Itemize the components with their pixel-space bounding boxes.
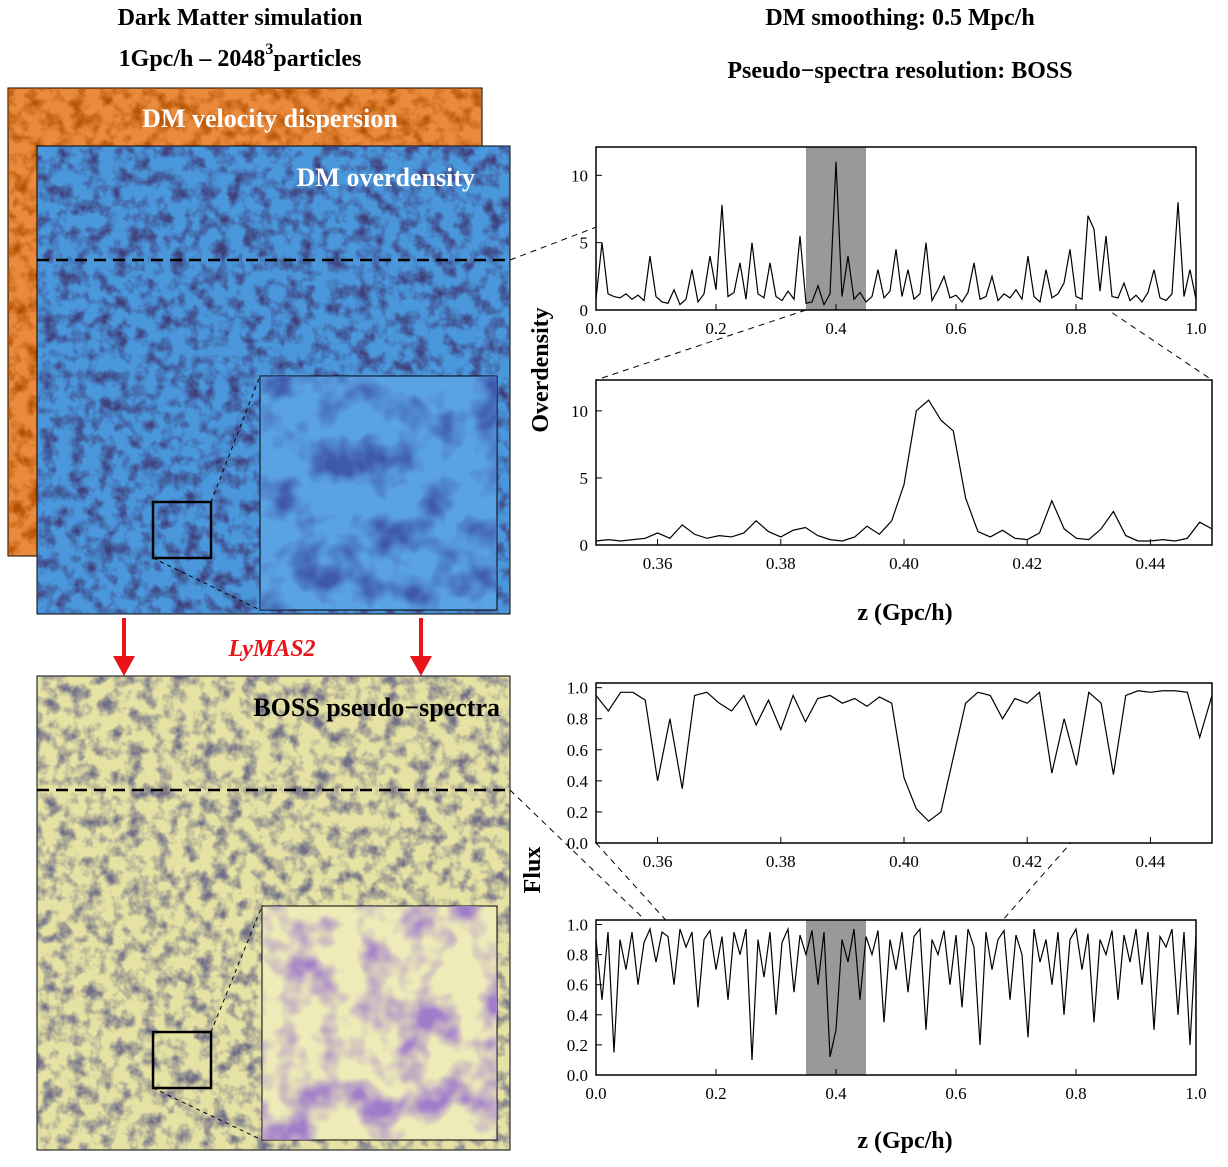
x-tick-label: 1.0 [1185, 319, 1206, 338]
y-tick-label: 0.6 [567, 976, 588, 995]
y-tick-label: 10 [571, 402, 588, 421]
y-tick-label: 0.0 [567, 834, 588, 853]
density-label: DM overdensity [297, 163, 475, 192]
y-tick-label: 0.4 [567, 772, 589, 791]
x-tick-label: 0.4 [825, 319, 847, 338]
plot-area [596, 683, 1212, 843]
y-tick-label: 0 [580, 536, 589, 555]
y-tick-label: 0.8 [567, 710, 588, 729]
y-tick-label: 10 [571, 166, 588, 185]
y-tick-label: 0.4 [567, 1006, 589, 1025]
plot-frame [595, 682, 1213, 844]
x-tick-label: 0.4 [825, 1084, 847, 1103]
velocity-label: DM velocity dispersion [142, 104, 398, 133]
y-tick-label: 1.0 [567, 916, 588, 935]
x-tick-label: 0.0 [585, 1084, 606, 1103]
subtitle-part: 1Gpc/h – 2048 [119, 46, 266, 72]
right-subtitle: Pseudo−spectra resolution: BOSS [727, 58, 1072, 84]
x-tick-label: 0.40 [889, 554, 919, 573]
zoom-connector [152, 557, 261, 611]
x-tick-label: 0.6 [945, 1084, 966, 1103]
x-tick-label: 0.38 [766, 852, 796, 871]
x-tick-label: 0.44 [1136, 554, 1166, 573]
y-tick-label: 0.2 [567, 1036, 588, 1055]
zoom-box [151, 1030, 213, 1090]
x-axis-label: z (Gpc/h) [857, 600, 952, 626]
y-tick-label: 0 [580, 301, 589, 320]
data-line [595, 926, 1197, 1060]
left-subtitle: 1Gpc/h – 20483particles [119, 41, 362, 72]
spectra-inset-texture [262, 906, 497, 1140]
left-title: Dark Matter simulation [118, 5, 363, 31]
x-tick-label: 0.0 [585, 319, 606, 338]
x-tick-label: 0.36 [643, 852, 673, 871]
x-tick-label: 0.40 [889, 852, 919, 871]
y-axis-label: Overdensity [528, 307, 554, 432]
x-tick-label: 0.42 [1012, 852, 1042, 871]
x-tick-label: 0.6 [945, 319, 966, 338]
x-tick-label: 0.38 [766, 554, 796, 573]
plot-area [596, 380, 1212, 545]
arrow-head [410, 656, 432, 676]
plot-frame [595, 919, 1197, 1076]
spectra-label: BOSS pseudo−spectra [253, 693, 500, 722]
y-tick-label: 5 [580, 234, 589, 253]
data-line [595, 399, 1213, 542]
zoom-connector [210, 375, 261, 503]
x-tick-label: 1.0 [1185, 1084, 1206, 1103]
y-axis-label: Flux [520, 847, 546, 894]
zoom-box [151, 500, 213, 560]
plot-frame [595, 379, 1213, 546]
plot-area [596, 147, 1196, 310]
y-tick-label: 0.0 [567, 1066, 588, 1085]
y-tick-label: 0.6 [567, 741, 588, 760]
subtitle-part: particles [273, 46, 361, 72]
x-tick-label: 0.8 [1065, 319, 1086, 338]
plot-area [596, 920, 1196, 1075]
shaded-range [806, 920, 866, 1075]
plot-frame [595, 146, 1197, 311]
density-inset-texture [260, 376, 497, 610]
x-tick-label: 0.8 [1065, 1084, 1086, 1103]
x-tick-label: 0.42 [1012, 554, 1042, 573]
x-tick-label: 0.2 [705, 319, 726, 338]
subtitle-sup: 3 [265, 41, 273, 58]
data-line [595, 161, 1197, 307]
data-line [595, 690, 1213, 823]
x-axis-label: z (Gpc/h) [857, 1128, 952, 1154]
x-tick-label: 0.44 [1136, 852, 1166, 871]
zoom-connector [210, 905, 263, 1033]
y-tick-label: 1.0 [567, 679, 588, 698]
y-tick-label: 5 [580, 469, 589, 488]
y-tick-label: 0.2 [567, 803, 588, 822]
x-tick-label: 0.36 [643, 554, 673, 573]
y-tick-label: 0.8 [567, 946, 588, 965]
arrow-head [113, 656, 135, 676]
x-tick-label: 0.2 [705, 1084, 726, 1103]
method-label: LyMAS2 [227, 636, 315, 662]
right-title: DM smoothing: 0.5 Mpc/h [765, 5, 1034, 31]
